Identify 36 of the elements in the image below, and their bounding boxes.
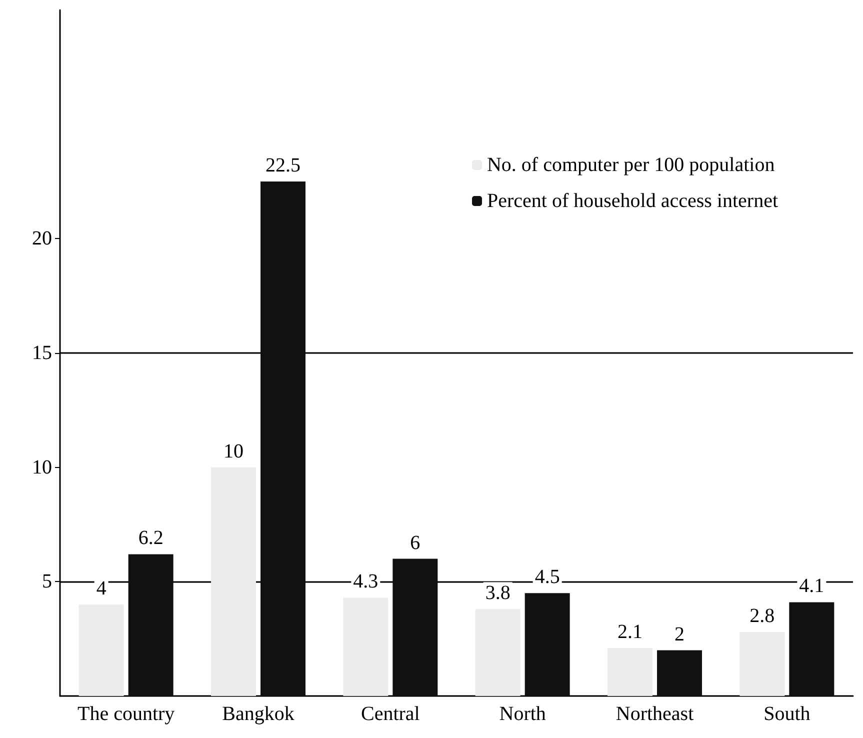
bar xyxy=(789,602,834,696)
data-label: 6.2 xyxy=(138,527,164,550)
data-label: 4.1 xyxy=(799,575,824,598)
bar xyxy=(475,609,520,696)
y-tick-label: 15 xyxy=(32,342,52,364)
bar xyxy=(657,650,702,696)
data-label: 2.8 xyxy=(750,604,775,627)
data-label: 2 xyxy=(674,623,684,646)
x-tick-label: South xyxy=(764,703,810,725)
legend-label: No. of computer per 100 population xyxy=(486,154,775,176)
data-label: 3.8 xyxy=(485,582,510,604)
x-tick-label: Bangkok xyxy=(222,703,294,725)
bar xyxy=(260,182,306,696)
x-tick-label: The country xyxy=(77,703,175,725)
bar xyxy=(740,632,785,696)
y-tick-label: 20 xyxy=(32,228,52,250)
x-tick-label: Northeast xyxy=(616,703,694,725)
bar xyxy=(343,598,388,696)
legend-label: Percent of household access internet xyxy=(486,190,778,212)
bar xyxy=(392,558,438,696)
data-label: 6 xyxy=(410,532,420,554)
bar xyxy=(78,604,124,696)
data-label: 10 xyxy=(224,440,244,462)
data-label: 2.1 xyxy=(618,620,642,643)
bar xyxy=(524,593,570,696)
y-tick-label: 5 xyxy=(42,570,52,593)
y-tick-label: 10 xyxy=(32,456,52,478)
data-label: 4.5 xyxy=(534,566,560,588)
x-tick-label: North xyxy=(499,703,546,725)
bar xyxy=(608,648,652,696)
data-label: 4 xyxy=(96,578,106,600)
data-label: 4.3 xyxy=(353,570,378,593)
x-tick-label: Central xyxy=(360,703,420,725)
bar xyxy=(128,554,174,696)
data-label: 22.5 xyxy=(266,154,300,176)
bar xyxy=(211,467,256,696)
